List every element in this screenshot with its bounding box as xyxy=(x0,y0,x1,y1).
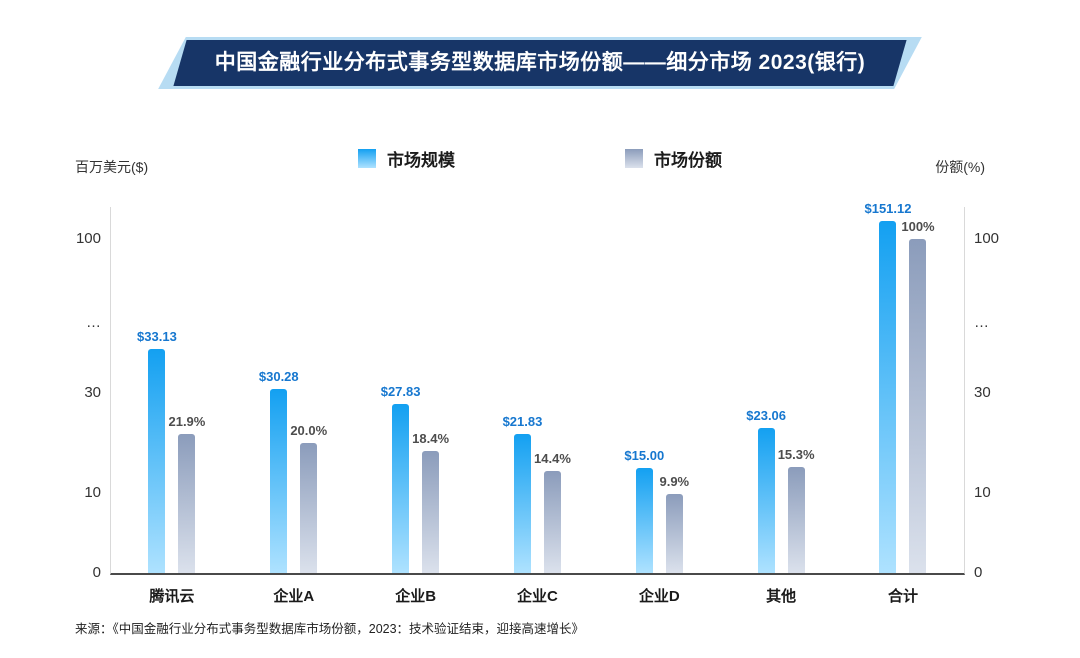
market-share-bar: 100% xyxy=(901,219,935,573)
y-axis-tick-left: 0 xyxy=(92,564,101,581)
market-size-value-label: $30.28 xyxy=(258,369,299,385)
market-size-bar: $151.12 xyxy=(864,201,911,573)
y-axis-tick-right: … xyxy=(974,314,989,331)
legend-item-market-share: 市场份额 xyxy=(625,146,722,171)
category-label: 企业A xyxy=(273,588,315,605)
market-size-value-label: $15.00 xyxy=(624,448,665,463)
bar-group: $27.83 18.4% 企业B xyxy=(381,384,449,605)
market-share-bar: 9.9% xyxy=(659,474,689,573)
bar-group: $30.28 20.0% 企业A xyxy=(259,369,327,605)
market-share-bar: 14.4% xyxy=(534,451,571,573)
market-size-swatch-icon xyxy=(358,149,376,168)
title-banner: 中国金融行业分布式事务型数据库市场份额——细分市场 2023(银行) xyxy=(158,37,922,89)
market-share-bar: 20.0% xyxy=(290,423,327,573)
y-axis-tick-right: 30 xyxy=(974,384,991,401)
market-size-value-label: $151.12 xyxy=(864,200,912,216)
source-note: 来源：《中国金融行业分布式事务型数据库市场份额，2023：技术验证结束，迎接高速… xyxy=(75,622,585,636)
y-axis-tick-right: 0 xyxy=(974,564,983,581)
bar-group: $21.83 14.4% 企业C xyxy=(503,414,571,605)
legend: 市场规模 市场份额 xyxy=(0,146,1080,171)
market-size-bar: $23.06 xyxy=(746,408,786,573)
legend-label-market-share: 市场份额 xyxy=(654,151,722,170)
y-axis-tick-right: 100 xyxy=(974,229,1000,247)
y-axis-tick-right: 10 xyxy=(974,484,991,501)
category-label: 企业B xyxy=(395,588,437,605)
chart-plot-area: $33.13 21.9% 腾讯云 $30.28 20.0% 企业A $27.83 18.4% 企… xyxy=(76,201,999,605)
bar-group: $23.06 15.3% 其他 xyxy=(746,408,815,605)
market-size-value-label: $33.13 xyxy=(137,329,177,345)
market-share-value-label: 100% xyxy=(901,218,935,234)
legend-item-market-size: 市场规模 xyxy=(358,146,455,171)
market-size-bar: $30.28 xyxy=(259,369,299,573)
market-size-value-label: $27.83 xyxy=(380,383,421,399)
y-axis-tick-left: 10 xyxy=(84,484,101,501)
left-axis-label: 百万美元($) xyxy=(75,159,149,175)
market-size-value-label: $23.06 xyxy=(746,407,787,423)
market-size-bar: $27.83 xyxy=(381,384,420,573)
category-label: 企业C xyxy=(517,588,558,605)
market-share-bar: 18.4% xyxy=(412,431,449,573)
market-size-bar: $21.83 xyxy=(503,414,542,573)
bar-group: $151.12 100% 合计 xyxy=(864,201,935,605)
market-share-value-label: 21.9% xyxy=(168,413,206,429)
market-share-swatch-icon xyxy=(625,149,643,168)
market-size-value-label: $21.83 xyxy=(502,413,543,429)
category-label: 企业D xyxy=(638,588,680,605)
market-size-bar: $15.00 xyxy=(624,448,664,573)
bar-group: $15.00 9.9% 企业D xyxy=(624,448,689,605)
category-label: 腾讯云 xyxy=(149,588,195,605)
category-label: 其他 xyxy=(766,588,797,605)
market-share-bar: 15.3% xyxy=(778,447,815,573)
market-share-value-label: 18.4% xyxy=(412,431,450,446)
bar-group: $33.13 21.9% 腾讯云 xyxy=(137,329,205,605)
right-axis-label: 份额(%) xyxy=(935,159,985,175)
market-size-bar: $33.13 xyxy=(137,329,177,573)
market-share-value-label: 14.4% xyxy=(534,451,571,466)
market-share-value-label: 9.9% xyxy=(659,473,690,489)
page-title: 中国金融行业分布式事务型数据库市场份额——细分市场 2023(银行) xyxy=(214,51,866,74)
legend-label-market-size: 市场规模 xyxy=(387,151,455,170)
market-share-value-label: 20.0% xyxy=(290,423,328,438)
bar-groups: $33.13 21.9% 腾讯云 $30.28 20.0% 企业A $27.83 18.4% 企… xyxy=(111,201,964,605)
y-axis-tick-left: 30 xyxy=(84,384,101,401)
y-axis-tick-left: … xyxy=(86,314,101,331)
market-share-bar: 21.9% xyxy=(168,414,205,573)
category-label: 合计 xyxy=(887,588,918,605)
y-axis-tick-left: 100 xyxy=(75,229,101,247)
market-share-value-label: 15.3% xyxy=(777,446,815,462)
